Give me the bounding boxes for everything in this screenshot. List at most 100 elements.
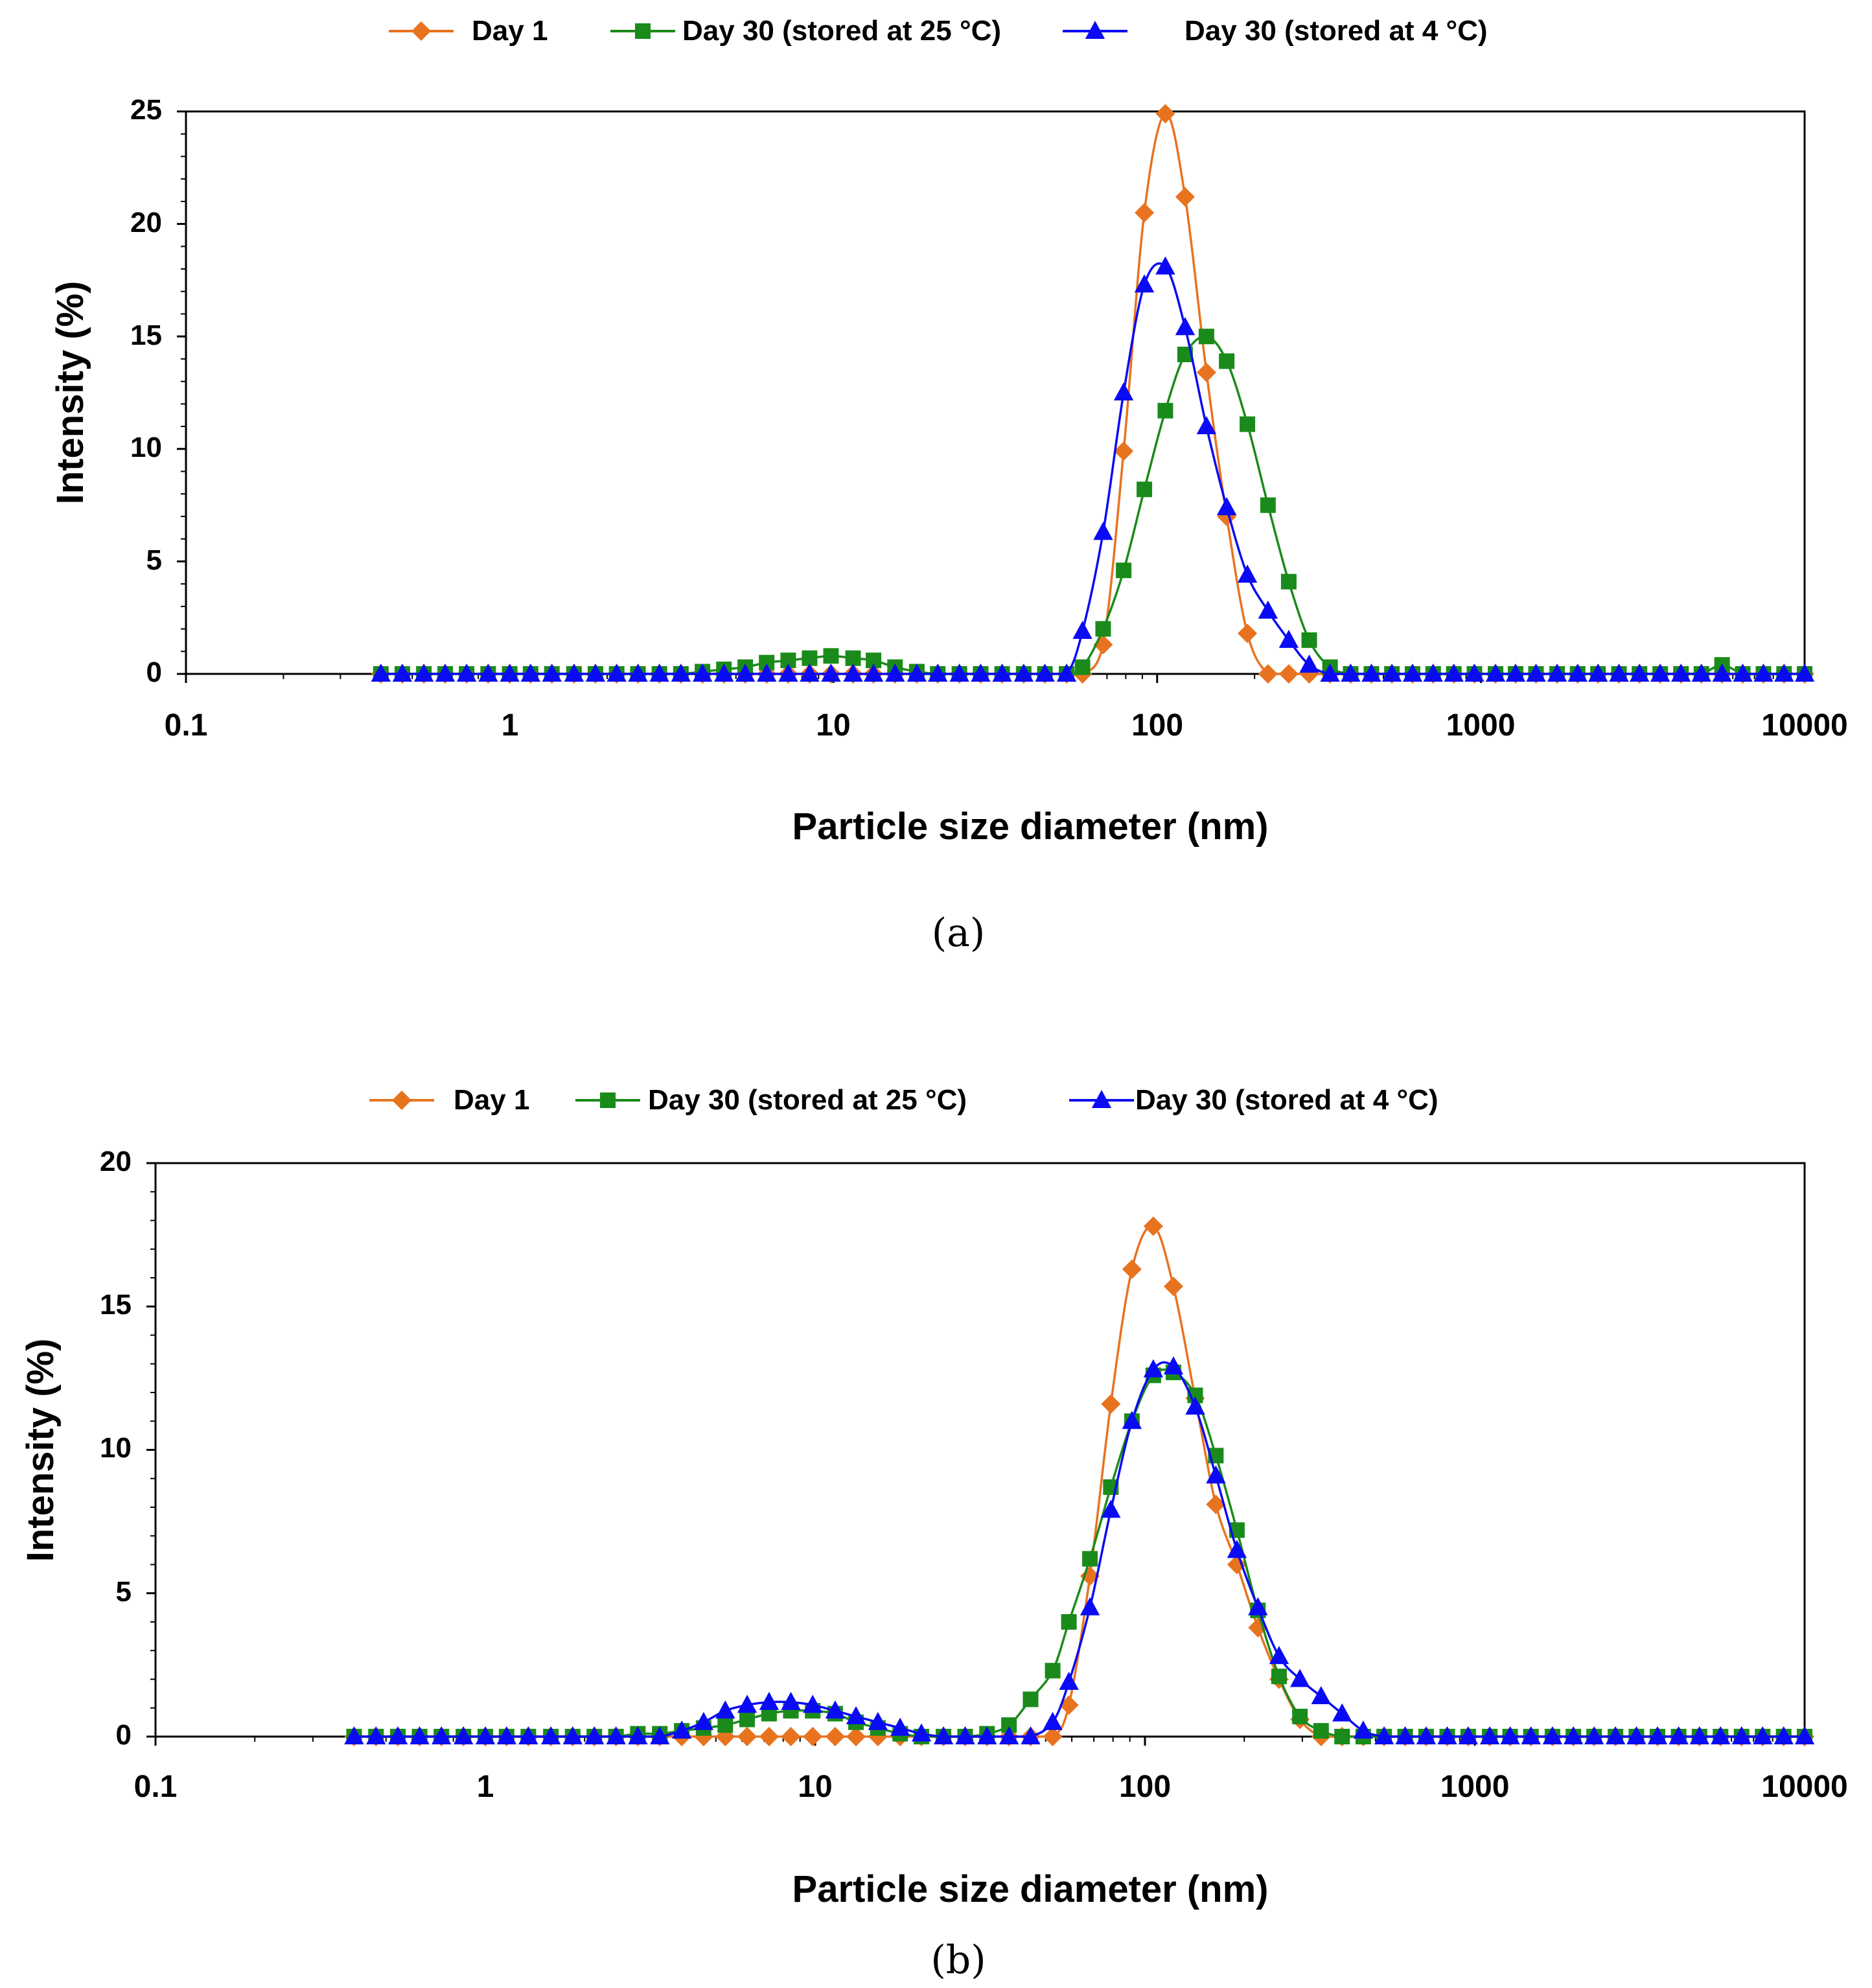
data-point-triangle xyxy=(478,664,498,682)
data-point-triangle xyxy=(413,664,434,682)
panel-a-x-tick-labels: 0.1 1 10 100 1000 10000 xyxy=(165,708,1848,743)
data-point-triangle xyxy=(1444,664,1464,682)
data-point-triangle xyxy=(971,664,991,682)
panel-b: Day 1 Day 30 (stored at 25 °C) Day 30 (s… xyxy=(19,1084,1848,1983)
series-day1 xyxy=(371,104,1814,684)
panel-b-x-tick-label: 1000 xyxy=(1440,1770,1510,1804)
panel-b-y-tick-label: 0 xyxy=(116,1719,132,1751)
data-point-triangle xyxy=(1072,621,1092,640)
panel-b-y-tick-labels: 20 15 10 5 0 xyxy=(100,1146,132,1751)
panel-a-x-tick-label: 1000 xyxy=(1446,708,1516,743)
data-point-triangle xyxy=(1248,1597,1268,1615)
series-day1 xyxy=(344,1216,1814,1746)
data-point-triangle xyxy=(1689,1726,1709,1744)
data-point-square xyxy=(1260,497,1276,513)
panel-a-y-tick-label: 20 xyxy=(130,207,162,238)
panel-a-plot-area xyxy=(185,110,1806,675)
data-point-square xyxy=(1292,1709,1308,1725)
panel-b-y-tick-label: 20 xyxy=(100,1146,132,1177)
data-point-triangle xyxy=(1691,664,1711,682)
data-point-triangle xyxy=(825,1700,846,1719)
data-point-triangle xyxy=(1059,1671,1079,1690)
data-point-square xyxy=(1095,621,1111,637)
data-point-square xyxy=(780,653,796,669)
data-point-triangle xyxy=(1134,274,1155,293)
data-point-diamond xyxy=(825,1727,845,1746)
data-point-triangle xyxy=(1416,1726,1437,1744)
data-point-triangle xyxy=(977,1726,997,1744)
data-point-triangle xyxy=(1584,1726,1604,1744)
data-point-triangle xyxy=(1712,664,1732,682)
panel-a-legend-day30-4-label: Day 30 (stored at 4 °C) xyxy=(1184,15,1488,47)
data-point-triangle xyxy=(607,664,627,682)
data-point-triangle xyxy=(1021,1726,1041,1744)
data-point-diamond xyxy=(1122,1259,1142,1279)
panel-a-x-tick-label: 100 xyxy=(1131,708,1183,743)
panel-b-x-tick-label: 10000 xyxy=(1761,1770,1847,1804)
data-point-diamond xyxy=(1114,441,1134,461)
data-point-triangle xyxy=(1395,1726,1415,1744)
data-point-square xyxy=(845,650,861,666)
data-point-triangle xyxy=(1013,664,1034,682)
data-point-diamond xyxy=(846,1727,866,1746)
data-point-triangle xyxy=(1753,664,1774,682)
data-point-triangle xyxy=(1711,1726,1731,1744)
data-point-triangle xyxy=(1794,1726,1815,1744)
data-point-triangle xyxy=(737,1694,757,1713)
data-point-square xyxy=(1271,1669,1287,1685)
data-point-triangle xyxy=(1505,664,1526,682)
panel-a-y-tick-label: 25 xyxy=(130,94,162,126)
data-point-triangle xyxy=(756,664,777,682)
data-point-triangle xyxy=(1547,664,1567,682)
data-point-triangle xyxy=(1479,1726,1500,1744)
panel-a-legend-day1-label: Day 1 xyxy=(472,15,548,47)
data-point-triangle xyxy=(671,1720,692,1739)
data-point-square xyxy=(1240,416,1256,432)
data-point-triangle xyxy=(955,1726,975,1744)
data-point-square xyxy=(1116,562,1132,579)
panel-a-legend-day1-marker xyxy=(411,21,431,41)
data-point-triangle xyxy=(735,664,756,682)
data-point-triangle xyxy=(1402,664,1423,682)
data-point-triangle xyxy=(453,1726,474,1744)
panel-a-x-tick-label: 10000 xyxy=(1761,708,1847,743)
panel-b-x-tick-label: 1 xyxy=(477,1770,494,1804)
data-point-triangle xyxy=(584,1726,605,1744)
panel-b-x-tick-label: 100 xyxy=(1119,1770,1171,1804)
panel-b-caption: (b) xyxy=(930,1937,986,1983)
panel-a-legend-day30-25-marker xyxy=(635,23,651,39)
data-point-triangle xyxy=(387,1726,408,1744)
data-point-triangle xyxy=(1753,1726,1773,1744)
data-point-square xyxy=(1219,353,1235,369)
data-point-triangle xyxy=(1216,497,1237,516)
data-point-diamond xyxy=(1143,1216,1163,1236)
data-point-square xyxy=(1334,1729,1350,1744)
data-point-triangle xyxy=(649,664,669,682)
data-point-triangle xyxy=(778,664,798,682)
data-point-triangle xyxy=(999,1726,1019,1744)
series-day30-25 xyxy=(346,1365,1812,1744)
data-point-triangle xyxy=(927,664,948,682)
data-point-triangle xyxy=(1269,1646,1289,1665)
data-point-triangle xyxy=(1196,416,1217,435)
panel-a-legend: Day 1 Day 30 (stored at 25 °C) Day 30 (s… xyxy=(389,15,1488,47)
data-point-triangle xyxy=(1563,1726,1584,1744)
data-point-triangle xyxy=(628,664,648,682)
data-point-triangle xyxy=(885,664,905,682)
data-point-triangle xyxy=(562,1726,583,1744)
panel-b-legend-day30-25-label: Day 30 (stored at 25 °C) xyxy=(648,1084,967,1116)
panel-a-y-tick-label: 10 xyxy=(130,432,162,463)
data-point-triangle xyxy=(1258,600,1278,619)
data-point-triangle xyxy=(1588,664,1608,682)
panel-b-x-tick-label: 0.1 xyxy=(134,1770,178,1804)
panel-a-legend-day30-4-marker xyxy=(1085,21,1105,39)
data-point-triangle xyxy=(821,664,841,682)
data-point-square xyxy=(802,650,818,666)
data-point-triangle xyxy=(344,1726,364,1744)
panel-a-legend-day30-4: Day 30 (stored at 4 °C) xyxy=(1063,15,1488,47)
data-point-triangle xyxy=(1093,522,1113,540)
panel-b-legend-day1: Day 1 xyxy=(369,1084,529,1116)
data-point-triangle xyxy=(435,664,456,682)
data-point-triangle xyxy=(1526,664,1546,682)
data-point-triangle xyxy=(410,1726,430,1744)
